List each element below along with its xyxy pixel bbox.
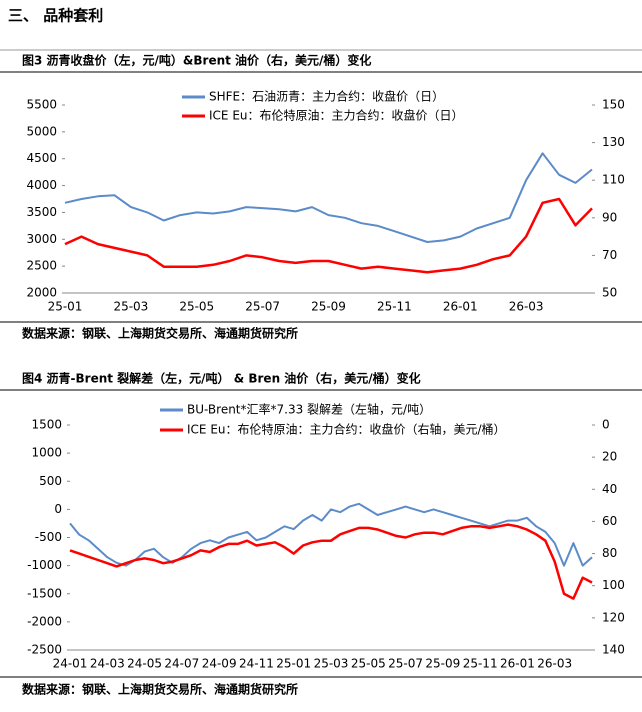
y-tick-label: -500 [35, 530, 62, 544]
y2-tick-label: 130 [602, 135, 625, 149]
series-line [69, 523, 593, 600]
y2-tick-label: 110 [602, 173, 625, 187]
x-tick-label: 25-09 [425, 657, 460, 671]
y2-tick-label: 140 [602, 643, 625, 657]
y-tick-label: 5500 [26, 98, 57, 112]
x-tick-label: 24-03 [90, 657, 125, 671]
x-tick-label: 25-05 [351, 657, 386, 671]
series-line [69, 502, 593, 567]
y2-tick-label: 60 [602, 514, 617, 528]
y-tick-label: 2000 [26, 286, 57, 300]
y-tick-label: -2000 [27, 614, 62, 628]
x-tick-label: 25-11 [377, 300, 412, 314]
x-tick-label: 26-03 [537, 657, 572, 671]
y-tick-label: 2500 [26, 259, 57, 273]
y-tick-label: 1000 [31, 446, 62, 460]
legend-label: ICE Eu：布伦特原油：主力合约：收盘价（日） [209, 108, 464, 123]
legend-label: BU-Brent*汇率*7.33 裂解差（左轴，元/吨） [187, 402, 431, 417]
source: 数据来源：钢联、上海期货交易所、海通期货研究所 [22, 326, 298, 341]
y2-tick-label: 20 [602, 450, 617, 464]
y2-tick-label: 40 [602, 482, 617, 496]
y-tick-label: 5000 [26, 124, 57, 138]
y-tick-label: 500 [39, 474, 62, 488]
y-tick-label: 3500 [26, 205, 57, 219]
x-tick-label: 25-03 [113, 300, 148, 314]
y-tick-label: -1000 [27, 558, 62, 572]
x-tick-label: 25-03 [314, 657, 349, 671]
series-line [64, 197, 593, 274]
y2-tick-label: 90 [602, 210, 617, 224]
source: 数据来源：钢联、上海期货交易所、海通期货研究所 [22, 682, 298, 697]
y-tick-label: -2500 [27, 643, 62, 657]
x-tick-label: 25-07 [388, 657, 423, 671]
y-tick-label: 0 [54, 502, 62, 516]
x-tick-label: 24-11 [239, 657, 274, 671]
y-tick-label: -1500 [27, 586, 62, 600]
y-tick-label: 4000 [26, 178, 57, 192]
y2-tick-label: 70 [602, 248, 617, 262]
x-tick-label: 25-07 [245, 300, 280, 314]
x-tick-label: 26-03 [509, 300, 544, 314]
y2-tick-label: 0 [602, 418, 610, 432]
series-line [64, 152, 593, 243]
y2-tick-label: 150 [602, 98, 625, 112]
x-tick-label: 24-09 [202, 657, 237, 671]
x-tick-label: 25-01 [276, 657, 311, 671]
x-tick-label: 24-07 [164, 657, 199, 671]
x-tick-label: 24-05 [127, 657, 162, 671]
x-tick-label: 26-01 [500, 657, 535, 671]
x-tick-label: 25-05 [179, 300, 214, 314]
y2-tick-label: 100 [602, 578, 625, 592]
y2-tick-label: 80 [602, 546, 617, 560]
y-tick-label: 4500 [26, 151, 57, 165]
x-tick-label: 24-01 [53, 657, 88, 671]
figure-title: 图3 沥青收盘价（左，元/吨）&Brent 油价（右，美元/桶）变化 [22, 53, 371, 68]
legend-label: SHFE：石油沥青：主力合约：收盘价（日） [209, 89, 444, 104]
section-heading: 三、 品种套利 [8, 7, 103, 25]
figure-title: 图4 沥青-Brent 裂解差（左，元/吨） & Bren 油价（右，美元/桶）… [22, 371, 421, 386]
legend-label: ICE Eu：布伦特原油：主力合约：收盘价（右轴，美元/桶） [187, 422, 506, 437]
y2-tick-label: 50 [602, 286, 617, 300]
x-tick-label: 26-01 [443, 300, 478, 314]
y2-tick-label: 120 [602, 610, 625, 624]
y-tick-label: 1500 [31, 418, 62, 432]
x-tick-label: 25-11 [463, 657, 498, 671]
x-tick-label: 25-09 [311, 300, 346, 314]
x-tick-label: 25-01 [48, 300, 83, 314]
y-tick-label: 3000 [26, 232, 57, 246]
